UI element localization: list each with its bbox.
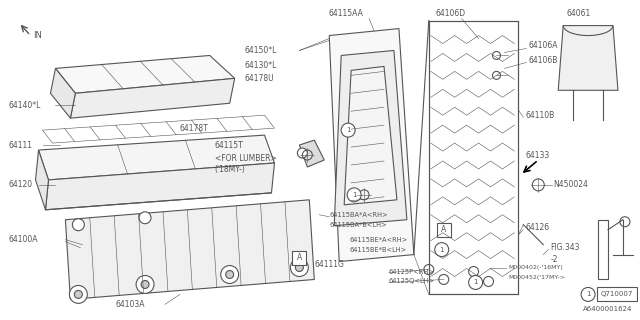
Text: A: A [441,225,446,234]
Polygon shape [334,51,407,226]
Circle shape [291,259,308,276]
Polygon shape [38,135,275,180]
Polygon shape [42,115,275,143]
Text: 64106A: 64106A [529,41,558,50]
Text: 64140*L: 64140*L [9,101,41,110]
Text: N450024: N450024 [553,180,588,189]
Text: M000452('17MY->: M000452('17MY-> [508,275,566,280]
Polygon shape [65,200,314,300]
Circle shape [468,276,483,289]
Circle shape [347,188,361,202]
Text: <FOR LUMBER>: <FOR LUMBER> [215,154,276,163]
Text: 64150*L: 64150*L [244,46,277,55]
Circle shape [435,243,449,257]
Circle shape [468,267,479,276]
Polygon shape [558,26,618,90]
Circle shape [341,123,355,137]
Circle shape [74,291,83,298]
Text: 64115T: 64115T [215,140,243,149]
FancyBboxPatch shape [436,223,451,237]
Text: 1: 1 [352,192,356,198]
Polygon shape [429,20,518,294]
FancyBboxPatch shape [292,251,307,265]
Text: 64125P<RH>: 64125P<RH> [389,268,435,275]
Polygon shape [70,78,235,118]
Circle shape [484,276,493,286]
Text: 64115BE*A<RH>: 64115BE*A<RH> [349,237,408,243]
Text: 64115BE*B<LH>: 64115BE*B<LH> [349,247,406,252]
Text: 64061: 64061 [566,9,590,18]
Text: ('18MY-): ('18MY-) [215,165,246,174]
Text: 1: 1 [440,247,444,252]
Text: 1: 1 [346,127,351,133]
Text: 64125Q<LH>: 64125Q<LH> [389,278,435,284]
Circle shape [581,287,595,301]
Polygon shape [51,68,76,118]
Circle shape [136,276,154,293]
Circle shape [221,266,239,284]
Text: FIG.343: FIG.343 [550,243,580,252]
Text: 64111: 64111 [9,140,33,149]
Text: 64130*L: 64130*L [244,61,277,70]
Text: 64100A: 64100A [9,235,38,244]
Circle shape [141,280,149,288]
Polygon shape [36,150,49,210]
Text: A6400001624: A6400001624 [583,306,633,312]
Text: 64115BA*B<LH>: 64115BA*B<LH> [329,222,387,228]
Text: 1: 1 [474,279,478,285]
Circle shape [298,148,307,158]
Text: 64115AA: 64115AA [329,9,364,18]
Text: A: A [297,253,302,262]
Text: 64103A: 64103A [115,300,145,309]
Text: 64126: 64126 [525,223,550,232]
Text: 64106D: 64106D [436,9,466,18]
Text: IN: IN [33,31,42,40]
Text: 64111G: 64111G [314,260,344,269]
Circle shape [69,285,87,303]
Text: 64178T: 64178T [180,124,209,132]
Circle shape [72,219,84,231]
Text: 64110B: 64110B [525,111,555,120]
Text: 64115BA*A<RH>: 64115BA*A<RH> [329,212,388,218]
Text: 64133: 64133 [525,150,550,160]
Polygon shape [56,55,235,93]
Text: -2: -2 [550,255,557,264]
Text: 64178U: 64178U [244,74,274,83]
Polygon shape [45,163,275,210]
Circle shape [439,275,449,284]
Polygon shape [329,28,414,261]
Circle shape [226,270,234,278]
Text: 1: 1 [586,292,590,297]
Circle shape [424,265,434,275]
Circle shape [296,264,303,271]
Text: 64120: 64120 [9,180,33,189]
Text: Q710007: Q710007 [601,292,633,297]
Circle shape [139,212,151,224]
Polygon shape [344,67,397,205]
Polygon shape [300,140,324,167]
Text: M000402(-'16MY): M000402(-'16MY) [508,265,563,270]
Text: 64106B: 64106B [529,56,557,65]
